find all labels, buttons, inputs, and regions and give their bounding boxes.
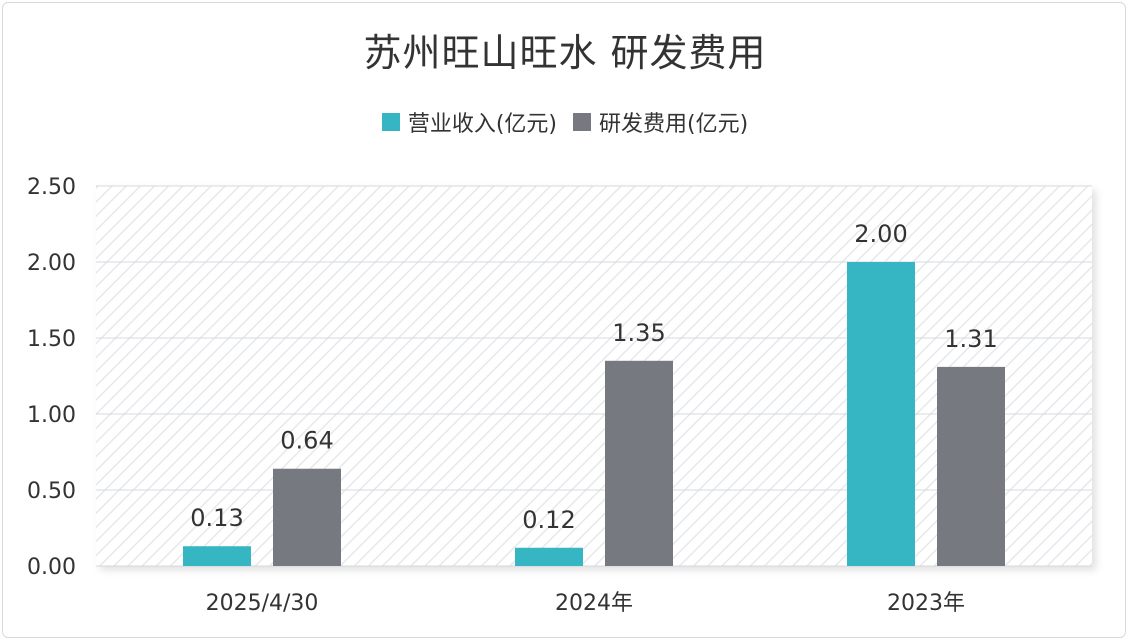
y-tick-label: 0.50 — [27, 479, 76, 504]
x-tick-label: 2024年 — [555, 591, 633, 616]
bar — [847, 262, 915, 566]
data-labels: 0.13 0.64 0.12 1.35 2.00 1.31 — [190, 220, 997, 534]
y-tick-label: 1.50 — [27, 327, 76, 352]
bars — [183, 262, 1005, 566]
data-label: 0.13 — [190, 504, 243, 532]
legend: 营业收入(亿元) 研发费用(亿元) — [0, 106, 1130, 138]
x-tick-label: 2023年 — [887, 591, 965, 616]
legend-label-revenue: 营业收入(亿元) — [407, 112, 557, 137]
bar — [605, 360, 673, 566]
bar — [937, 366, 1005, 566]
gridlines — [96, 185, 1092, 567]
legend-item-revenue: 营业收入(亿元) — [381, 106, 557, 138]
y-tick-label: 2.00 — [27, 251, 76, 276]
bar — [515, 547, 583, 566]
data-label: 0.12 — [522, 506, 575, 534]
x-tick-label: 2025/4/30 — [206, 591, 319, 616]
chart-title: 苏州旺山旺水 研发费用 — [363, 31, 767, 75]
y-axis: 0.00 0.50 1.00 1.50 2.00 2.50 — [27, 175, 76, 580]
data-label: 1.35 — [612, 319, 665, 347]
y-tick-label: 2.50 — [27, 175, 76, 200]
data-label: 2.00 — [854, 220, 907, 248]
x-axis: 2025/4/30 2024年 2023年 — [206, 591, 965, 616]
bar — [183, 546, 251, 566]
legend-item-rd: 研发费用(亿元) — [573, 106, 748, 138]
y-tick-label: 0.00 — [27, 555, 76, 580]
y-tick-label: 1.00 — [27, 403, 76, 428]
data-label: 1.31 — [944, 325, 997, 353]
legend-label-rd: 研发费用(亿元) — [599, 112, 749, 137]
legend-swatch-revenue — [381, 113, 400, 131]
legend-swatch-rd — [573, 113, 591, 131]
plot-area — [96, 186, 1092, 566]
bar — [273, 468, 341, 566]
data-label: 0.64 — [280, 427, 333, 455]
